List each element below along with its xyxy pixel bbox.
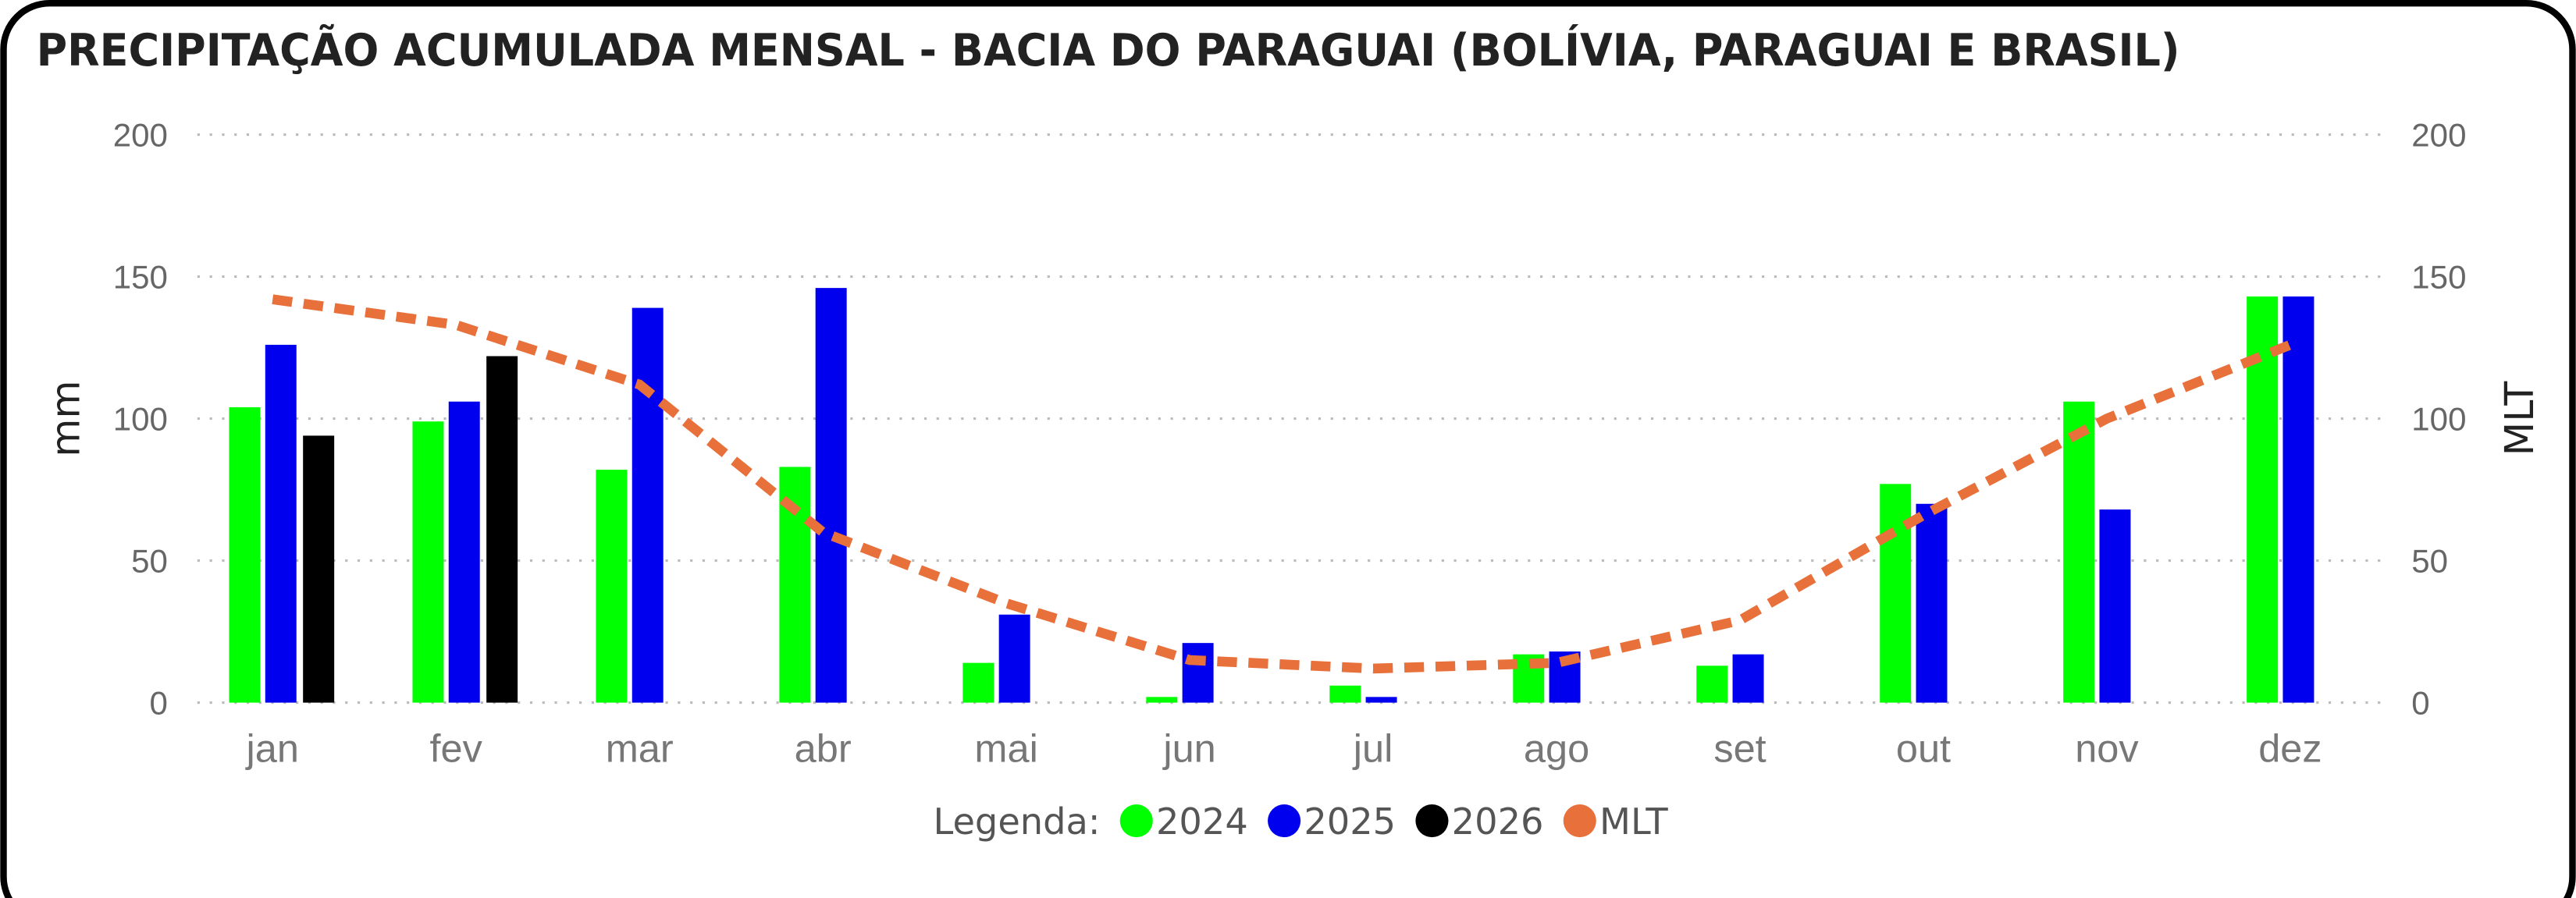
bar [486,356,518,703]
bar [1916,503,1948,703]
bar [412,421,444,703]
bar [265,344,297,703]
legend-label: 2025 [1304,800,1396,843]
bar [1365,697,1397,703]
y-tick-label: 50 [131,542,168,579]
y-tick-label: 150 [113,258,168,295]
y2-tick-label: 200 [2411,116,2466,153]
x-tick-label: out [1896,726,1951,770]
bar [1880,484,1912,703]
bar [1732,654,1764,703]
legend-title: Legenda: [933,800,1100,843]
y2-tick-label: 50 [2411,542,2448,579]
x-tick-label: jun [1162,726,1215,770]
legend-swatch [1415,804,1449,838]
y-tick-label: 0 [150,684,168,721]
x-tick-label: ago [1524,726,1589,770]
x-tick-label: mar [606,726,674,770]
y2-axis-label: MLT [2496,382,2542,456]
y2-tick-label: 100 [2411,400,2466,437]
x-tick-label: abr [795,726,852,770]
x-tick-label: jan [245,726,299,770]
y2-tick-label: 0 [2411,684,2429,721]
bar [2099,509,2131,703]
legend-label: 2024 [1156,800,1248,843]
bar [2282,296,2314,703]
legend-label: MLT [1599,800,1668,843]
x-tick-label: nov [2075,726,2139,770]
bar [1329,685,1361,703]
bar [1182,643,1214,703]
bar [998,614,1030,703]
x-tick-label: mai [974,726,1037,770]
bar [448,401,480,703]
bar [962,662,994,703]
legend-swatch [1119,804,1153,838]
y-tick-label: 200 [113,116,168,153]
bar [303,435,335,703]
chart-title: PRECIPITAÇÃO ACUMULADA MENSAL - BACIA DO… [37,23,2180,76]
bar [1696,666,1728,703]
x-tick-label: dez [2258,726,2322,770]
x-tick-label: jul [1352,726,1393,770]
y2-tick-label: 150 [2411,258,2466,295]
bar [596,470,628,703]
mlt-line [272,294,2293,674]
legend-swatch [1563,804,1596,838]
bar [632,307,664,703]
bar [815,288,847,703]
legend-swatch [1268,804,1301,838]
bar [2063,401,2095,703]
bar [229,407,261,703]
bar [1146,697,1178,703]
x-tick-label: fev [430,726,483,770]
legend-label: 2026 [1452,800,1544,843]
y-axis-label: mm [42,380,88,456]
y-tick-label: 100 [113,400,168,437]
x-tick-label: set [1713,726,1766,770]
